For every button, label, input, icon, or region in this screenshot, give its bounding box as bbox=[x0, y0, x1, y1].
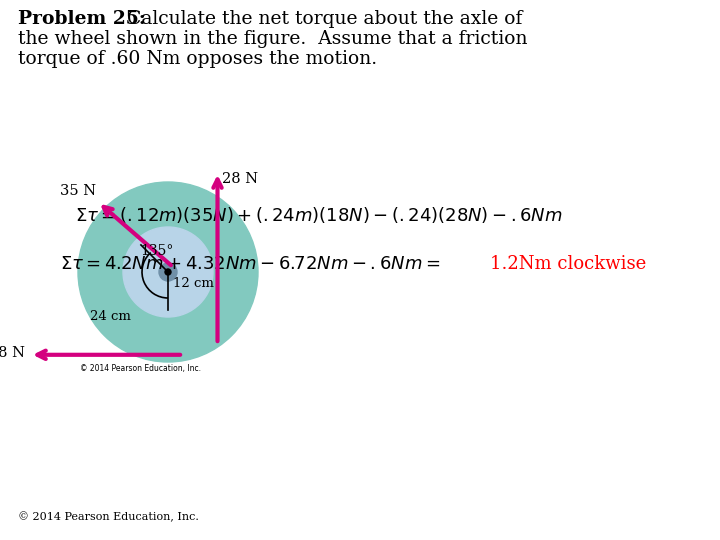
Text: torque of .60 Nm opposes the motion.: torque of .60 Nm opposes the motion. bbox=[18, 50, 377, 68]
Circle shape bbox=[123, 227, 213, 317]
Text: 28 N: 28 N bbox=[222, 172, 258, 186]
Text: Calculate the net torque about the axle of: Calculate the net torque about the axle … bbox=[115, 10, 523, 28]
Text: Problem 25:: Problem 25: bbox=[18, 10, 145, 28]
Text: 35 N: 35 N bbox=[60, 184, 96, 198]
Circle shape bbox=[165, 269, 171, 275]
Circle shape bbox=[159, 263, 177, 281]
Text: 24 cm: 24 cm bbox=[90, 310, 131, 323]
Text: 18 N: 18 N bbox=[0, 346, 25, 360]
Text: $\Sigma\tau = 4.2Nm + 4.32Nm - 6.72Nm - .6Nm=$: $\Sigma\tau = 4.2Nm + 4.32Nm - 6.72Nm - … bbox=[60, 255, 441, 273]
Text: the wheel shown in the figure.  Assume that a friction: the wheel shown in the figure. Assume th… bbox=[18, 30, 528, 48]
Text: 1.2Nm clockwise: 1.2Nm clockwise bbox=[490, 255, 647, 273]
Text: © 2014 Pearson Education, Inc.: © 2014 Pearson Education, Inc. bbox=[80, 364, 201, 373]
Text: 135°: 135° bbox=[140, 244, 174, 258]
Text: © 2014 Pearson Education, Inc.: © 2014 Pearson Education, Inc. bbox=[18, 511, 199, 522]
Text: 12 cm: 12 cm bbox=[173, 277, 214, 290]
Text: $\Sigma\tau = (.12m)(35N) + (.24m)(18N) - (.24)(28N) - .6Nm$: $\Sigma\tau = (.12m)(35N) + (.24m)(18N) … bbox=[75, 205, 562, 225]
Circle shape bbox=[78, 182, 258, 362]
